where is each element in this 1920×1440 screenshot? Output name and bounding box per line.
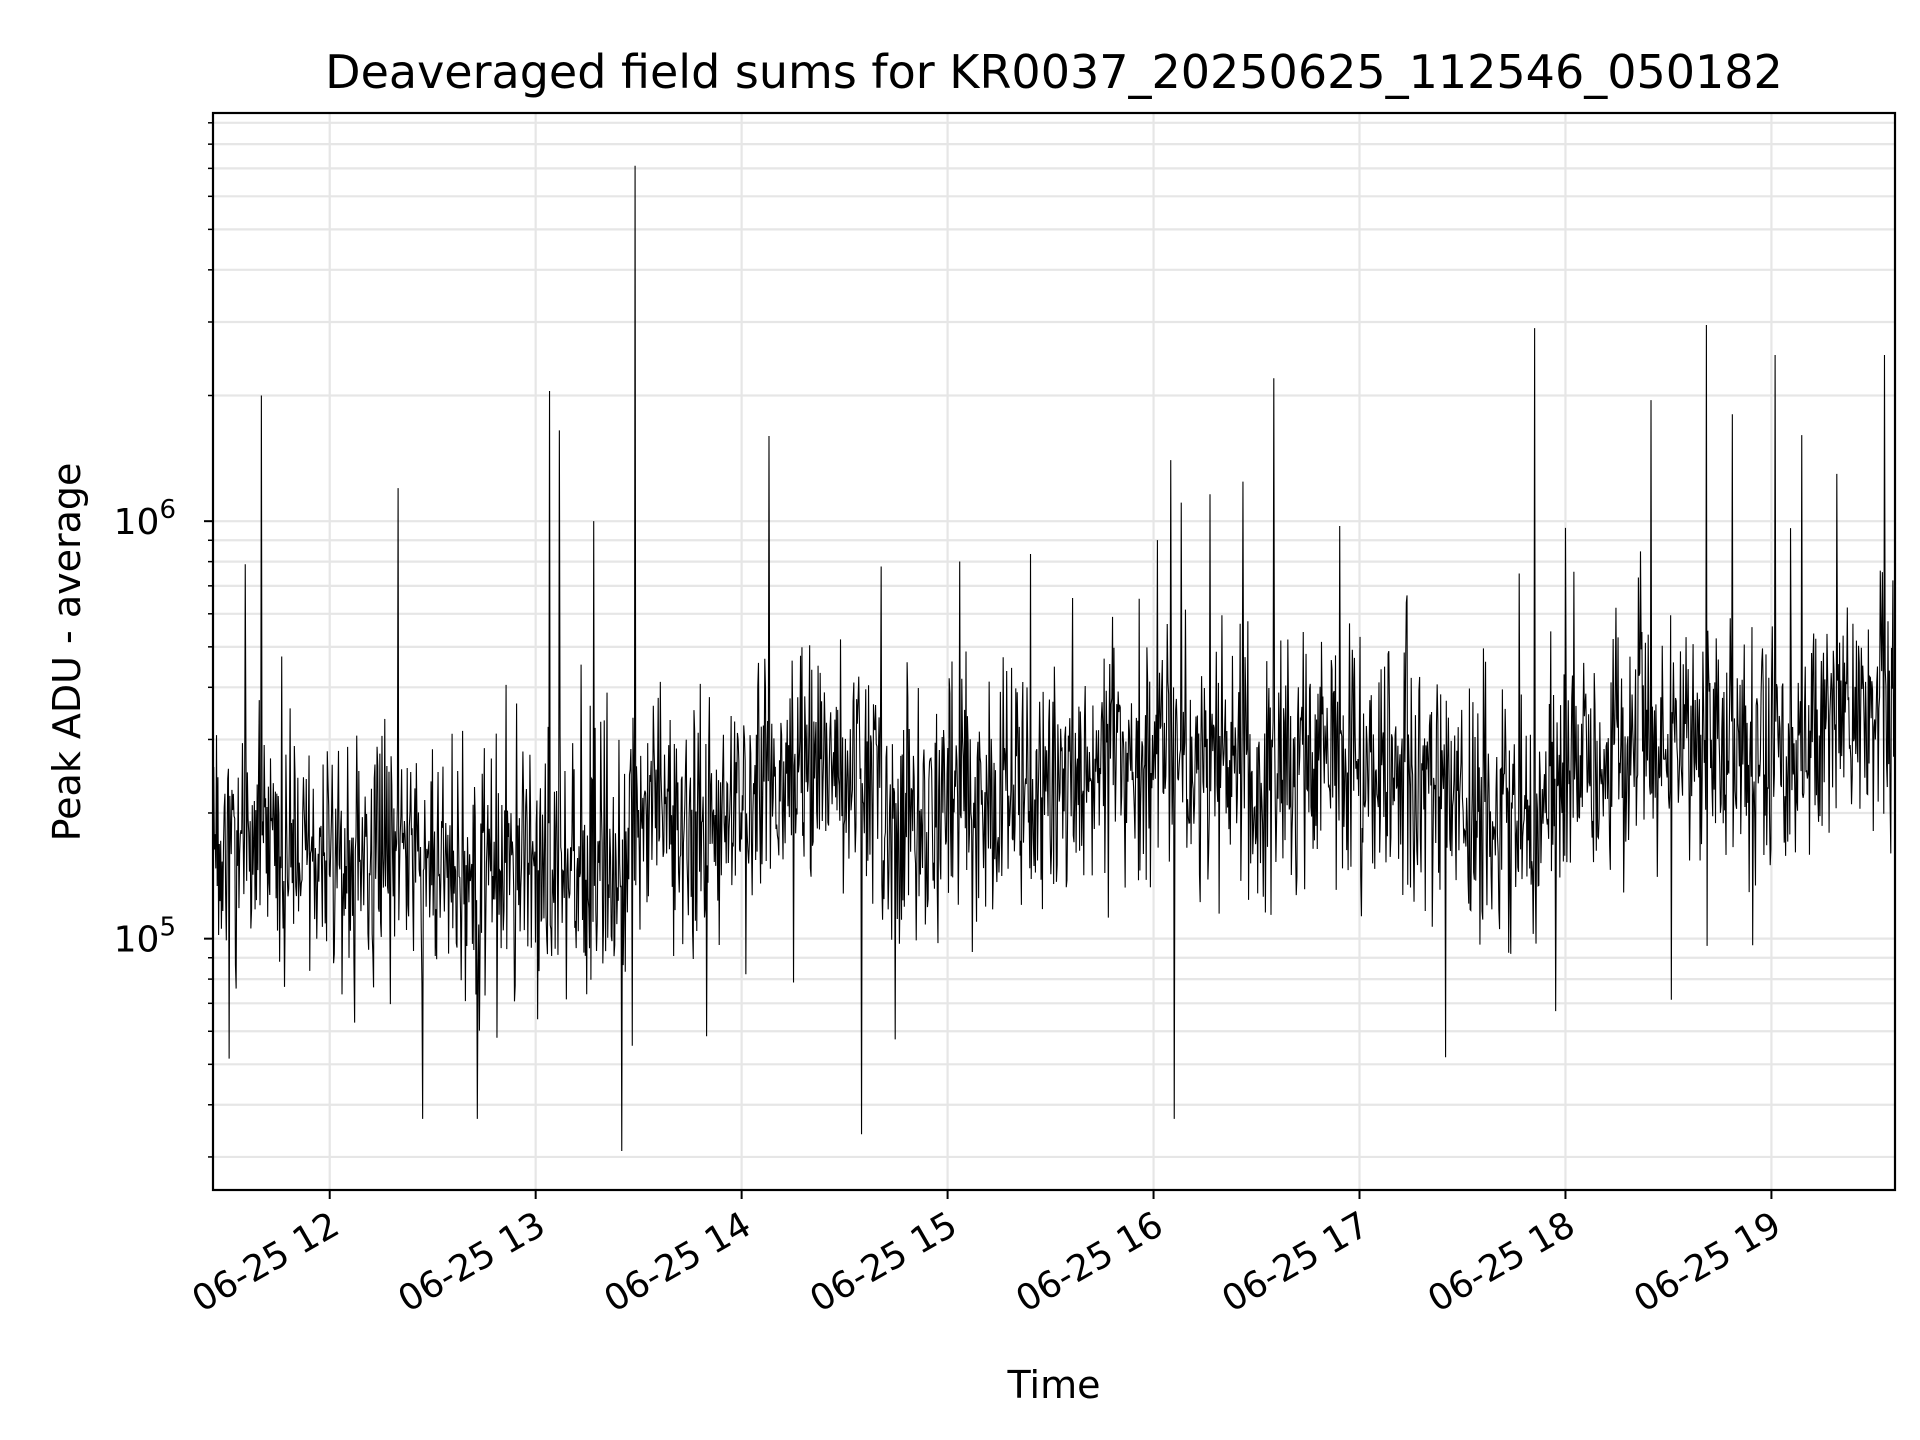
chart-title: Deaveraged field sums for KR0037_2025062… bbox=[325, 45, 1783, 99]
y-axis-label: Peak ADU - average bbox=[45, 463, 89, 842]
y-tick-label: 105 bbox=[114, 913, 176, 961]
series-line bbox=[212, 165, 1896, 1152]
series-layer bbox=[212, 165, 1896, 1152]
y-tick-base: 10 bbox=[114, 502, 160, 543]
y-tick-label: 106 bbox=[114, 495, 176, 543]
y-tick-exponent: 5 bbox=[159, 913, 176, 943]
y-tick-exponent: 6 bbox=[159, 495, 176, 525]
y-tick-base: 10 bbox=[114, 920, 160, 961]
x-axis-label: Time bbox=[1007, 1363, 1101, 1407]
plot-frame bbox=[211, 111, 1897, 1192]
